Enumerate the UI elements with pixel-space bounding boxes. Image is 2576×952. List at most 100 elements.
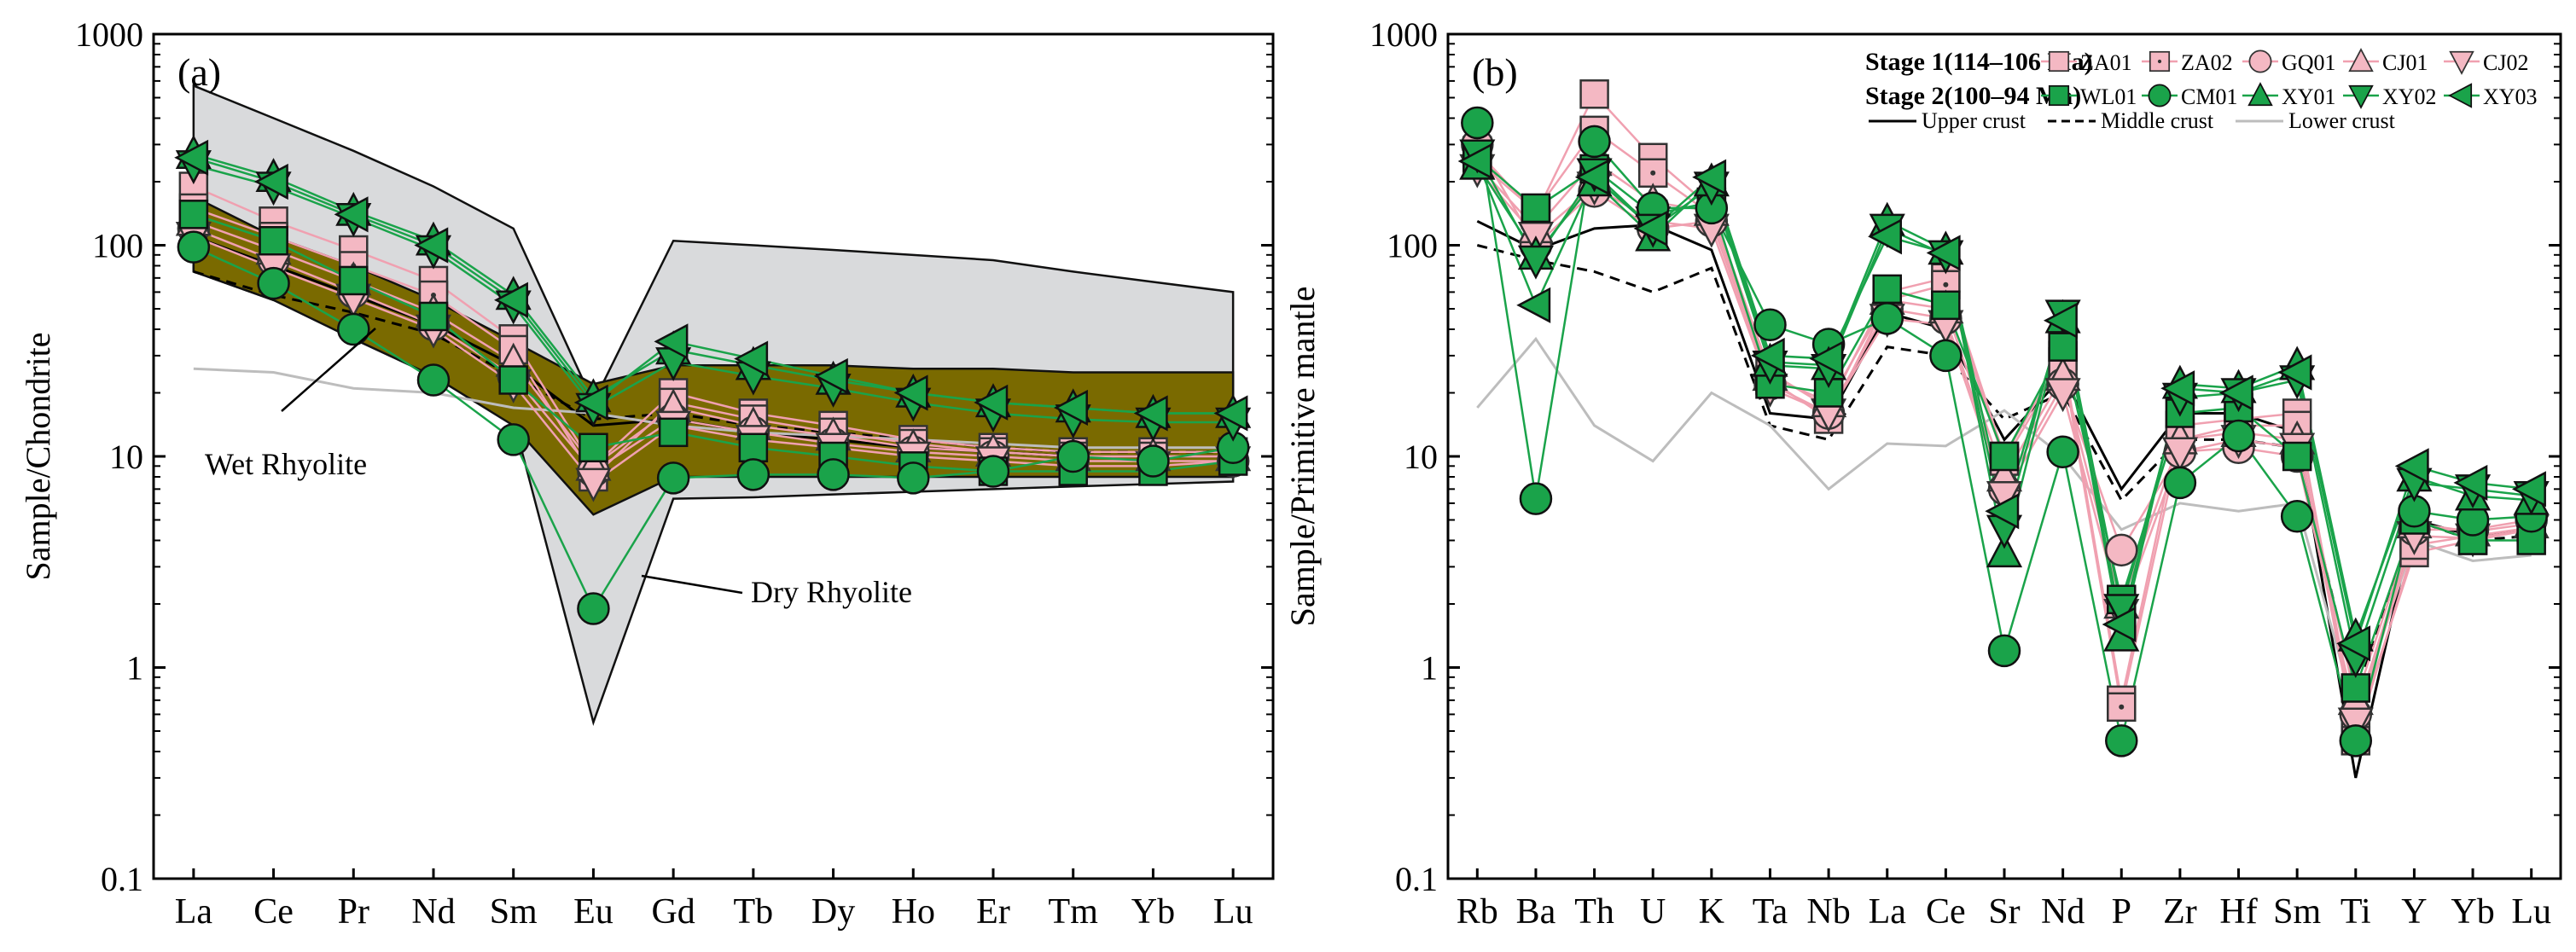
point-xy03-sm — [2277, 354, 2312, 391]
x-tick-label-zr: Zr — [2163, 892, 2197, 932]
legend-marker-group — [2148, 84, 2172, 107]
legend-marker-za02-dot — [2157, 59, 2162, 64]
x-tick-label-u: U — [1640, 892, 1666, 932]
dry-rhyolite-label: Dry Rhyolite — [751, 575, 912, 609]
panel-b: 0.1 1 10 100 1000 Rb Ba Th U K Ta Nb La Ce Sr Nd P Zr Hf Sm… — [1283, 15, 2562, 932]
point-cm01-er — [976, 455, 1010, 488]
x-tick-label-ce: Ce — [253, 892, 294, 932]
series-line-gq01 — [1476, 143, 2532, 719]
series-line-cj01 — [1476, 160, 2532, 705]
legend-marker-group — [2449, 50, 2474, 75]
point-cm01-pr — [337, 312, 370, 346]
point-cm01-sm — [2280, 500, 2314, 533]
point-xy03-u — [1633, 210, 1668, 247]
point-xy03-ce — [253, 163, 288, 200]
point-xy03-dy — [813, 357, 848, 394]
point-xy03-nd — [414, 227, 449, 264]
point-xy03-eu — [573, 384, 608, 421]
legend-label-cj01: CJ01 — [2382, 50, 2428, 75]
legend-marker-cj02 — [2449, 50, 2474, 75]
x-tick-label-yb: Yb — [1131, 892, 1175, 932]
wet-rhyolite-leader — [281, 328, 376, 412]
point-xy03-la — [174, 139, 209, 176]
point-cm01-sm — [497, 423, 530, 456]
point-wl01-ba — [1521, 193, 1551, 223]
point-wl01-eu — [579, 432, 608, 463]
y-tick-label: 1 — [126, 649, 143, 688]
point-xy03-la — [1868, 218, 1902, 255]
legend-marker-group — [2348, 84, 2374, 109]
point-xy03-lu — [2512, 471, 2546, 508]
legend-marker-group — [2448, 83, 2473, 108]
point-za02-ce-dot — [1943, 282, 1949, 287]
point-wl01-ce — [259, 226, 288, 256]
y-tick-label: 1000 — [1369, 15, 1438, 54]
point-wl01-ti — [2340, 673, 2371, 703]
point-za02-u-dot — [1650, 170, 1656, 176]
legend-label-xy01: XY01 — [2282, 84, 2336, 109]
x-tick-label-rb: Rb — [1457, 892, 1498, 932]
point-xy03-nd — [2043, 302, 2078, 339]
point-cm01-th — [1578, 125, 1611, 159]
point-cm01-nd — [2046, 435, 2079, 469]
point-cm01-zr — [2163, 466, 2197, 500]
point-xy03-pr — [334, 196, 369, 233]
legend-marker-xy03 — [2448, 83, 2473, 108]
point-cm01-tb — [736, 458, 770, 491]
x-tick-label-lu: Lu — [1213, 892, 1253, 932]
x-tick-label-ti: Ti — [2340, 892, 2371, 932]
x-tick-label-p: P — [2112, 892, 2131, 932]
legend-marker-cm01 — [2148, 84, 2172, 107]
x-tick-label-ba: Ba — [1516, 892, 1556, 932]
point-wl01-pr — [339, 265, 369, 296]
point-cm01-ce — [257, 266, 290, 300]
point-cm01-hf — [2222, 419, 2255, 453]
legend-marker-group — [2348, 48, 2374, 73]
x-tick-label-tm: Tm — [1049, 892, 1099, 932]
point-xy01-sr — [1986, 533, 2023, 568]
point-cj02-zr — [2161, 437, 2198, 472]
point-xy03-p — [2102, 606, 2137, 643]
x-tick-label-nb: Nb — [1806, 892, 1850, 932]
point-cm01-sr — [1987, 634, 2021, 668]
point-xy03-sm — [494, 282, 528, 318]
legend-marker-group — [2248, 49, 2272, 73]
y-tick-label: 10 — [109, 438, 143, 476]
point-xy03-tm — [1054, 389, 1088, 427]
legend-label-za02: ZA02 — [2181, 50, 2233, 75]
legend-ref-label-middle-crust: Middle crust — [2101, 108, 2214, 133]
x-tick-label-th: Th — [1574, 892, 1614, 932]
point-wl01-ce — [1931, 290, 1961, 321]
legend: Stage 1(114–106 Ma)Stage 2(100–94 Ma)ZA0… — [1860, 38, 2548, 145]
point-wl01-nd — [2048, 332, 2078, 362]
point-cm01-rb — [1461, 106, 1494, 140]
point-cj02-ti — [2337, 707, 2374, 742]
x-tick-label-la: La — [175, 892, 213, 932]
y-tick-label: 100 — [1387, 227, 1438, 265]
legend-marker-group — [2149, 50, 2171, 73]
legend-label-za01: ZA01 — [2080, 50, 2132, 75]
point-za01-th — [1579, 79, 1609, 109]
point-cm01-ta — [1753, 308, 1787, 341]
point-cm01-yb — [1137, 444, 1170, 478]
legend-ref-label-upper-crust: Upper crust — [1922, 108, 2026, 133]
point-xy03-yb — [2453, 464, 2488, 501]
point-wl01-sm — [498, 365, 528, 395]
legend-marker-xy02 — [2348, 84, 2374, 109]
x-tick-label-sr: Sr — [1988, 892, 2020, 932]
legend-marker-za01 — [2048, 50, 2070, 73]
x-tick-label-nd: Nd — [411, 892, 455, 932]
legend-marker-group — [2247, 82, 2273, 107]
y-tick-label: 10 — [1404, 438, 1438, 476]
y-tick-label: 0.1 — [1395, 860, 1438, 898]
legend-label-cj02: CJ02 — [2483, 50, 2528, 75]
point-cm01-ba — [1519, 482, 1553, 515]
point-cm01-dy — [817, 458, 850, 491]
point-cm01-tm — [1056, 439, 1090, 473]
point-wl01-gd — [658, 417, 689, 448]
point-xy03-ho — [893, 374, 928, 411]
point-xy03-yb — [1133, 395, 1168, 432]
x-tick-label-tb: Tb — [734, 892, 774, 932]
x-tick-label-la: La — [1869, 892, 1907, 932]
x-tick-label-yb: Yb — [2451, 892, 2494, 932]
